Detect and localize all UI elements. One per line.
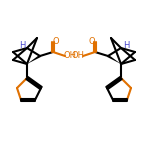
Polygon shape — [27, 55, 41, 64]
Text: H: H — [123, 40, 129, 50]
Polygon shape — [107, 55, 121, 64]
Text: O: O — [89, 36, 95, 45]
Text: O: O — [53, 36, 59, 45]
Text: H: H — [19, 40, 25, 50]
Text: OH: OH — [64, 52, 76, 60]
Text: OH: OH — [71, 52, 85, 60]
